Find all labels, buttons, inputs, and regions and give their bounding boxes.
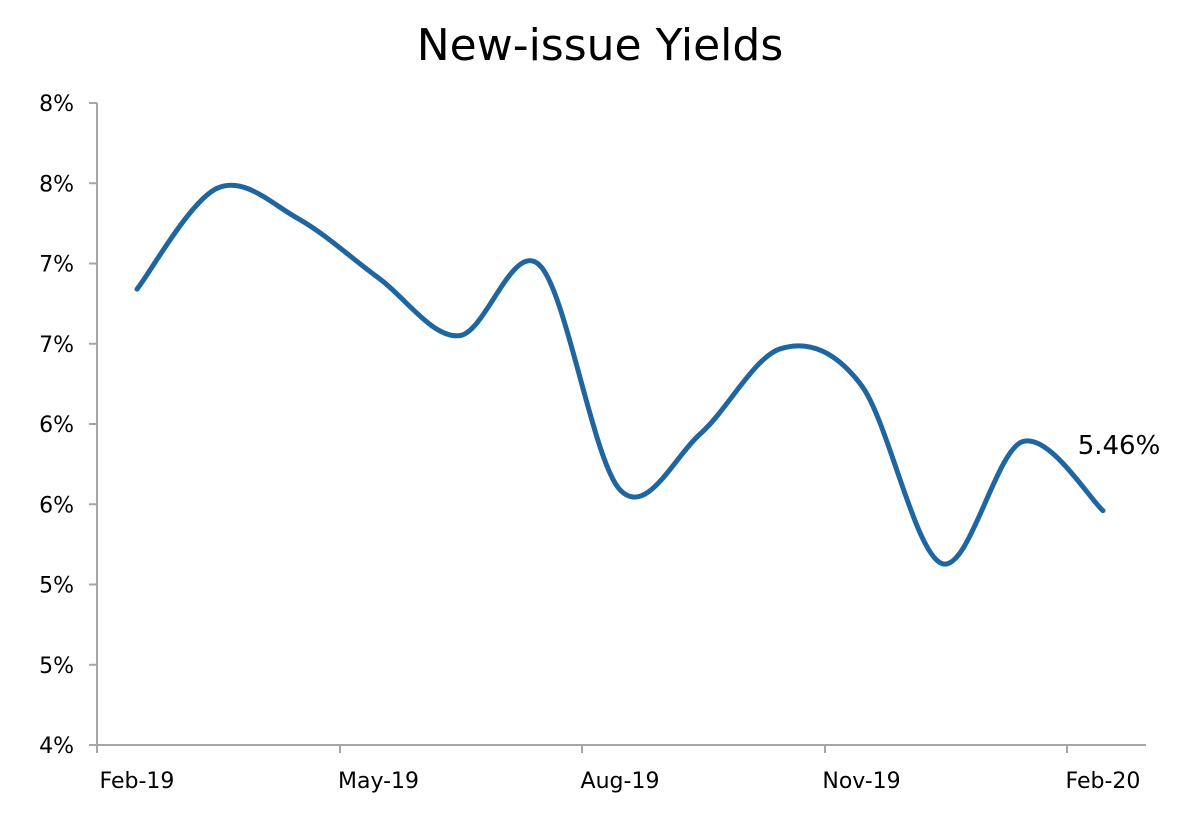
y-tick-label: 6% xyxy=(39,413,74,438)
y-tick-label: 5% xyxy=(39,654,74,679)
y-tick-label: 5% xyxy=(39,574,74,599)
series-group xyxy=(134,182,1106,567)
x-axis-ticks: Feb-19 May-19 Aug-19 Nov-19 Feb-20 xyxy=(96,745,1141,794)
x-tick-label: Aug-19 xyxy=(581,769,660,794)
data-label-last-point: 5.46% xyxy=(1078,431,1161,461)
chart-title: New-issue Yields xyxy=(416,20,784,71)
x-tick-label: Feb-20 xyxy=(1066,769,1141,794)
y-tick-label: 6% xyxy=(39,493,74,518)
series-line xyxy=(134,182,1106,567)
x-tick-label: Nov-19 xyxy=(822,769,900,794)
x-tick-label: May-19 xyxy=(338,769,419,794)
y-tick-label: 7% xyxy=(39,333,74,358)
y-tick-label: 8% xyxy=(39,92,74,117)
y-axis-ticks: 4% 5% 5% 6% 6% 7% 7% 8% 8% xyxy=(39,92,97,759)
y-tick-label: 8% xyxy=(39,172,74,197)
x-tick-label: Feb-19 xyxy=(100,769,175,794)
y-tick-label: 4% xyxy=(39,734,74,759)
y-tick-label: 7% xyxy=(39,253,74,278)
annotation-group: 5.46% xyxy=(1078,431,1161,461)
chart-axes xyxy=(96,103,1146,746)
